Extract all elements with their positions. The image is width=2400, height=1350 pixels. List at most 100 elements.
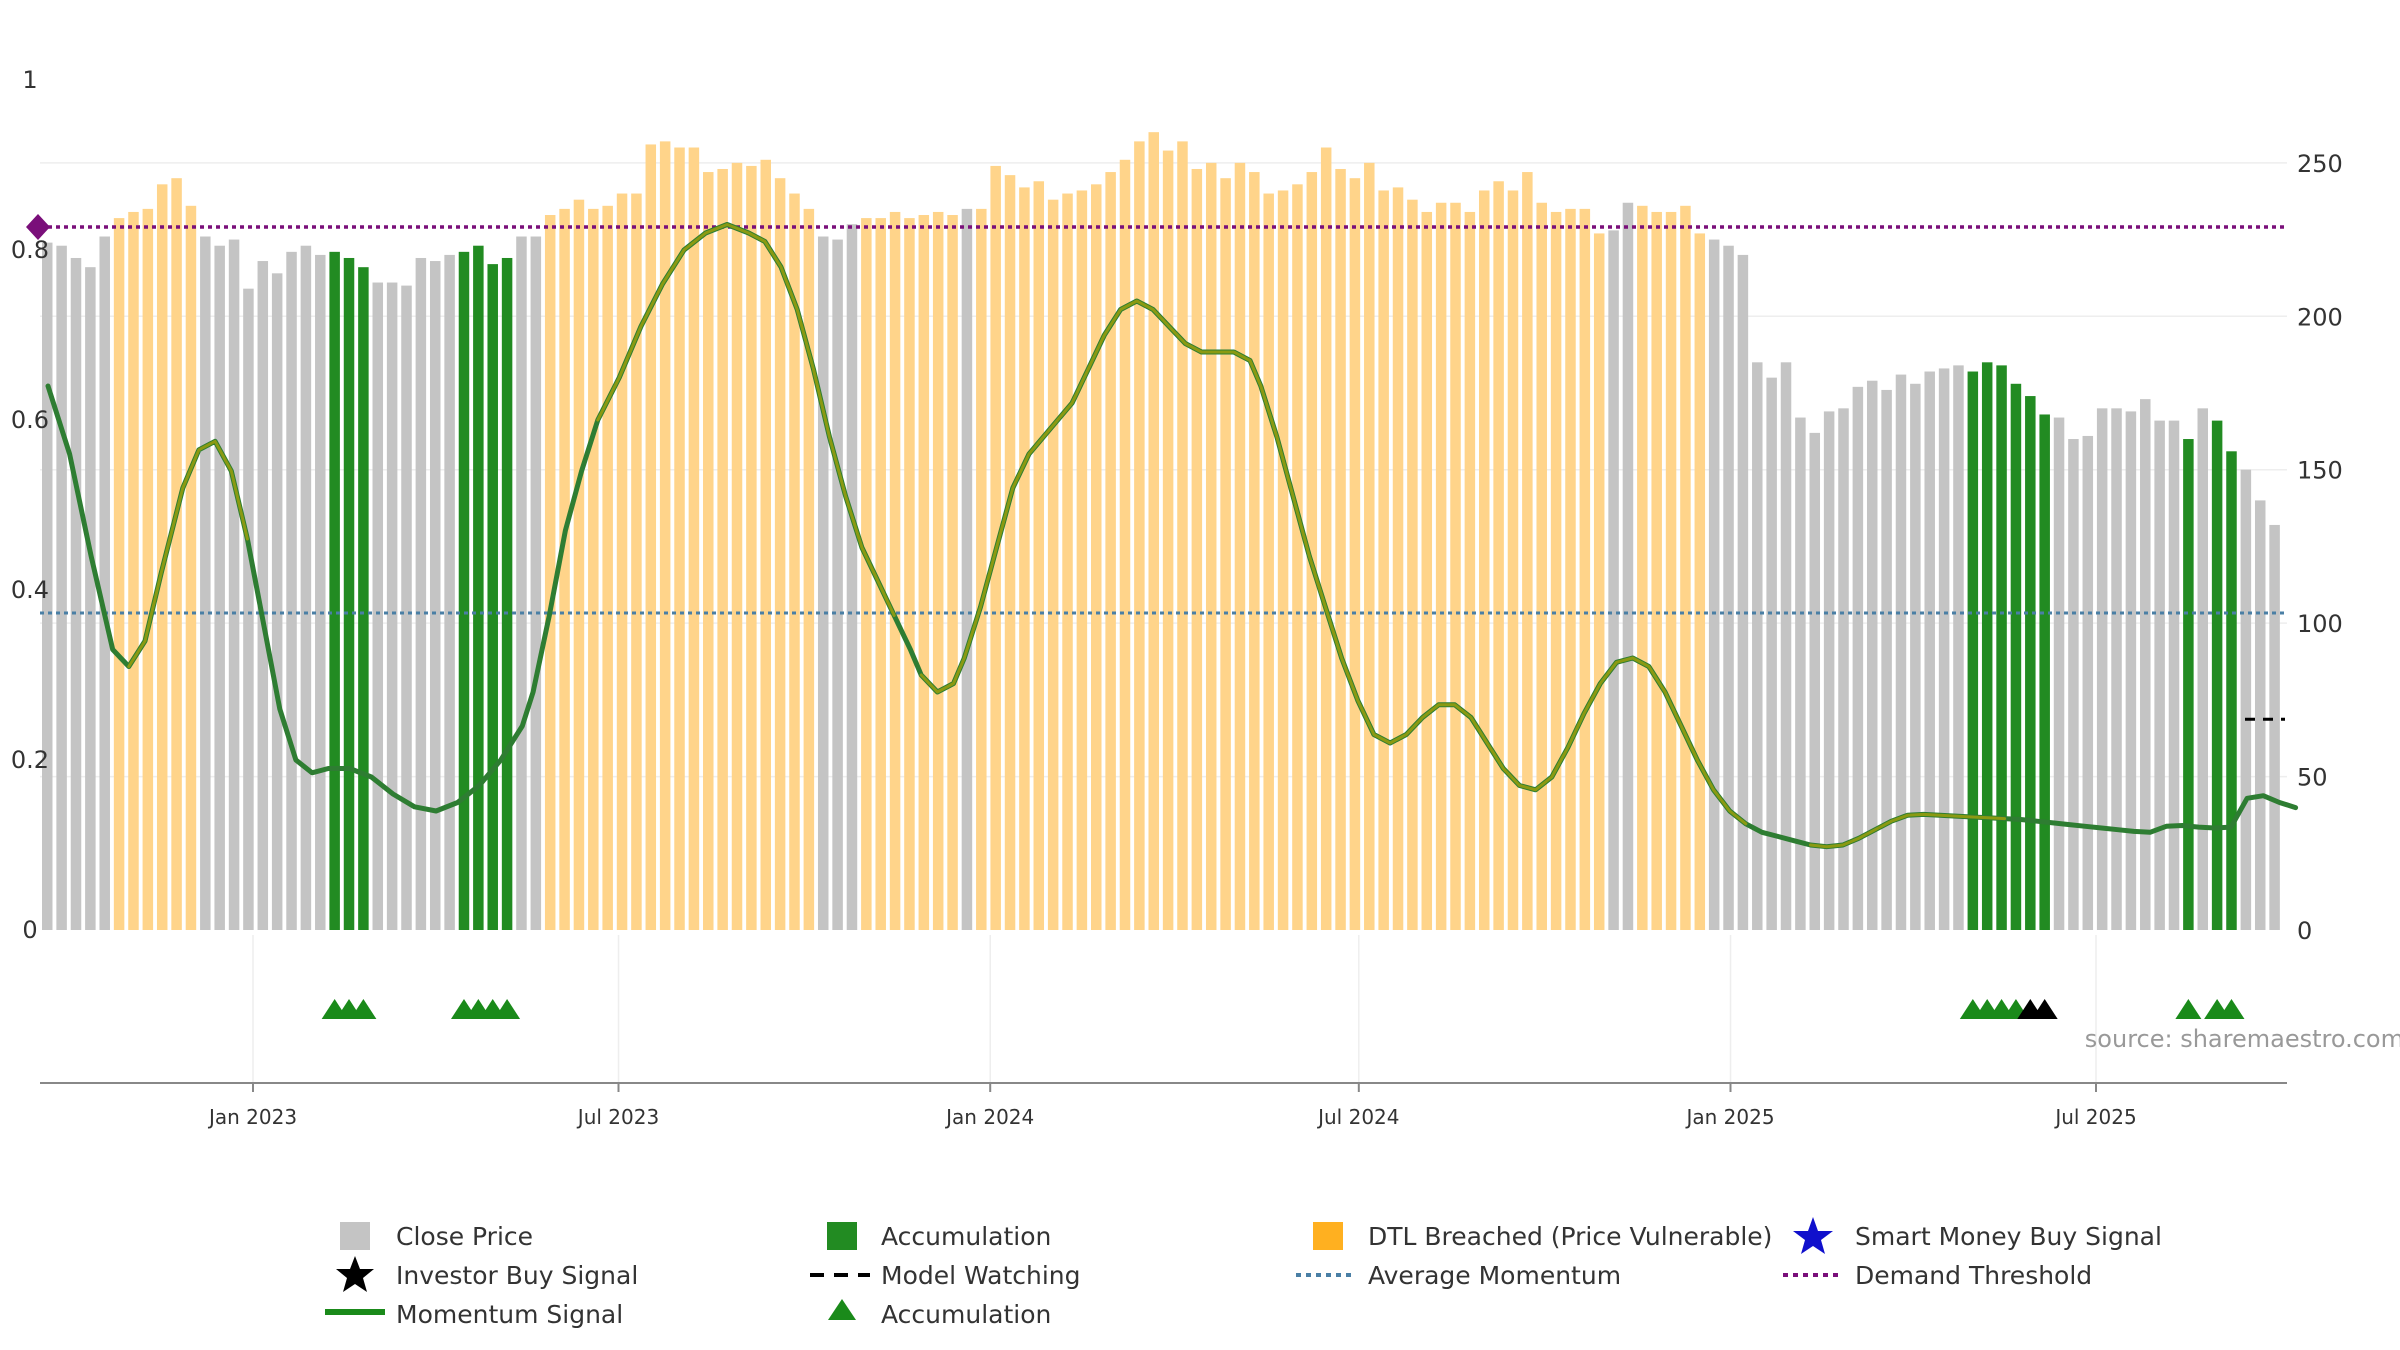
bar-close: [832, 239, 843, 931]
bar-close: [2269, 524, 2280, 930]
bar-accumulation: [2025, 396, 2036, 931]
bar-close: [1910, 383, 1921, 930]
legend-accumulation-label: Accumulation: [881, 1222, 1051, 1251]
price-bars: [42, 132, 2280, 931]
bar-dtl: [1119, 159, 1131, 930]
bar-dtl: [861, 218, 872, 930]
bar-close: [257, 261, 269, 930]
bar-dtl: [1177, 141, 1188, 931]
bar-dtl: [1378, 190, 1389, 931]
x-tick-label: Jan 2023: [207, 1105, 297, 1129]
bar-close: [2053, 417, 2065, 930]
bar-close: [2240, 469, 2252, 930]
bar-dtl: [1134, 141, 1145, 931]
left-tick-label: 0.2: [11, 746, 49, 774]
bar-dtl: [1076, 190, 1088, 931]
bar-close: [85, 267, 96, 931]
bar-close: [42, 242, 53, 930]
bar-close: [1780, 362, 1792, 931]
legend-dtl-swatch: [1313, 1222, 1343, 1250]
bar-close: [2197, 408, 2208, 930]
bar-dtl: [559, 208, 570, 930]
right-tick-label: 0: [2297, 917, 2312, 945]
bar-dtl: [1507, 190, 1519, 931]
bar-dtl: [1019, 187, 1030, 930]
bar-close: [286, 251, 297, 930]
bar-dtl: [674, 147, 685, 930]
bar-dtl: [1263, 193, 1274, 930]
right-tick-label: 100: [2297, 610, 2343, 638]
bar-dtl: [1651, 211, 1662, 930]
x-tick-label: Jan 2025: [1684, 1105, 1774, 1129]
bar-accumulation: [2211, 420, 2223, 930]
momentum-signal-dtl-path: [1809, 812, 2007, 849]
bar-close: [444, 254, 455, 931]
bar-close: [530, 236, 542, 931]
bar-accumulation: [487, 264, 498, 931]
legend-accumulation-triangle-label: Accumulation: [881, 1300, 1051, 1329]
left-axis-ticks: 0 0.2 0.4 0.6 0.8 1: [11, 66, 49, 944]
bar-close: [386, 282, 398, 930]
bar-close: [2168, 420, 2180, 930]
bar-dtl: [631, 193, 642, 930]
bar-accumulation: [473, 245, 484, 930]
bar-dtl: [1421, 211, 1433, 930]
bar-accumulation: [458, 251, 470, 930]
bar-accumulation: [329, 251, 340, 930]
bar-close: [2068, 439, 2079, 930]
bar-dtl: [1205, 162, 1217, 930]
bar-close: [1737, 254, 1749, 931]
bar-accumulation: [501, 257, 513, 930]
bar-dtl: [1364, 162, 1375, 930]
bar-accumulation: [1967, 371, 1979, 930]
bar-close: [99, 236, 110, 931]
bar-dtl: [1292, 184, 1303, 930]
bar-dtl: [746, 165, 757, 930]
bar-dtl: [1680, 205, 1691, 931]
right-axis-ticks: 0 50 100 150 200 250: [2297, 150, 2343, 945]
x-tick-label: Jul 2025: [2053, 1105, 2136, 1129]
bar-dtl: [1105, 172, 1116, 931]
bar-close: [372, 282, 384, 930]
bar-dtl: [1277, 190, 1289, 931]
bar-dtl: [1004, 175, 1016, 931]
bar-close: [214, 245, 225, 930]
bar-dtl: [1047, 199, 1059, 930]
bar-dtl: [875, 218, 886, 930]
bar-dtl: [1349, 178, 1361, 930]
bar-dtl: [932, 211, 944, 930]
bar-dtl: [789, 193, 800, 930]
accumulation-triangle-icon: [2218, 999, 2245, 1019]
bar-dtl: [731, 162, 743, 930]
momentum-signal-dtl-path: [919, 299, 1748, 826]
bar-dtl: [1234, 162, 1246, 930]
bar-dtl: [1550, 211, 1562, 930]
legend-demand-threshold-label: Demand Threshold: [1855, 1261, 2092, 1290]
bar-dtl: [113, 218, 125, 930]
bar-dtl: [1565, 208, 1576, 930]
reference-lines: [26, 214, 2287, 721]
bar-dtl: [889, 211, 901, 930]
bar-close: [2111, 408, 2122, 930]
bar-dtl: [976, 208, 987, 930]
bar-close: [817, 236, 829, 931]
bar-accumulation: [2010, 383, 2022, 930]
left-tick-label: 1: [22, 66, 37, 94]
bar-dtl: [616, 193, 628, 930]
source-note: source: sharemaestro.com: [2085, 1025, 2400, 1053]
bar-close: [1881, 389, 1892, 930]
bar-dtl: [688, 147, 700, 930]
bar-close: [1852, 386, 1864, 930]
bar-dtl: [1407, 199, 1418, 930]
bar-close: [2125, 411, 2137, 930]
bar-dtl: [544, 215, 556, 930]
bar-close: [961, 208, 973, 930]
accumulation-triangle-icon: [2175, 999, 2202, 1019]
x-tick-label: Jul 2023: [576, 1105, 659, 1129]
bar-dtl: [1335, 168, 1346, 931]
bar-close: [2154, 420, 2165, 930]
bar-close: [2096, 408, 2108, 930]
bar-dtl: [573, 199, 585, 930]
bar-dtl: [1033, 181, 1045, 930]
bar-dtl: [1091, 184, 1102, 930]
